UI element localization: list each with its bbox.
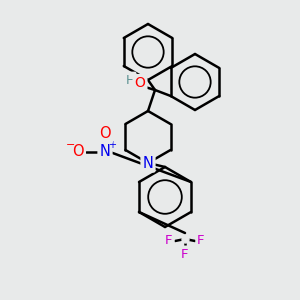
Text: O: O (99, 127, 111, 142)
Text: N: N (142, 155, 153, 170)
Text: O: O (72, 145, 84, 160)
Text: F: F (165, 235, 173, 248)
Text: F: F (197, 235, 205, 248)
Text: N: N (100, 145, 110, 160)
Text: +: + (108, 140, 116, 150)
Text: F: F (181, 248, 189, 260)
Text: −: − (66, 140, 76, 150)
Text: O: O (135, 76, 146, 90)
Text: H: H (125, 74, 135, 86)
